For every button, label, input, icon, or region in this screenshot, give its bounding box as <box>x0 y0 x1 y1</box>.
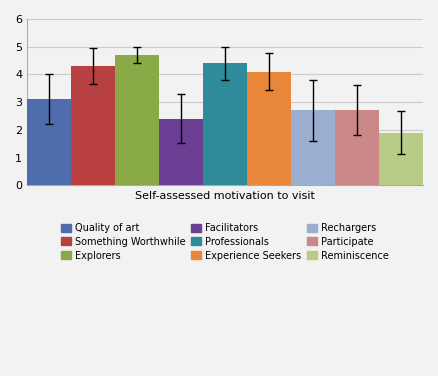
Text: 4.3: 4.3 <box>83 173 103 182</box>
Text: 2.7: 2.7 <box>303 173 323 182</box>
Bar <box>336 111 378 185</box>
Text: 2.4: 2.4 <box>171 173 191 182</box>
Bar <box>71 66 115 185</box>
Bar <box>247 72 290 185</box>
Text: 1.9: 1.9 <box>391 173 411 182</box>
Legend: Quality of art, Something Worthwhile, Explorers, Facilitators, Professionals, Ex: Quality of art, Something Worthwhile, Ex… <box>59 220 392 264</box>
Text: 4.7: 4.7 <box>127 173 147 182</box>
Text: 2.7: 2.7 <box>347 173 367 182</box>
Bar <box>159 119 202 185</box>
X-axis label: Self-assessed motivation to visit: Self-assessed motivation to visit <box>135 191 315 201</box>
Bar <box>203 63 247 185</box>
Bar <box>116 55 159 185</box>
Bar <box>28 99 71 185</box>
Text: 4.4: 4.4 <box>215 173 235 182</box>
Bar <box>379 133 423 185</box>
Text: 4.1: 4.1 <box>259 173 279 182</box>
Bar <box>291 111 335 185</box>
Text: 3.1: 3.1 <box>39 173 59 182</box>
